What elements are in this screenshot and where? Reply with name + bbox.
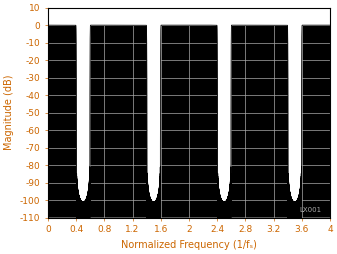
Y-axis label: Magnitude (dB): Magnitude (dB) xyxy=(4,75,14,150)
Text: LX001: LX001 xyxy=(300,208,321,213)
X-axis label: Normalized Frequency (1/fₛ): Normalized Frequency (1/fₛ) xyxy=(121,240,257,250)
